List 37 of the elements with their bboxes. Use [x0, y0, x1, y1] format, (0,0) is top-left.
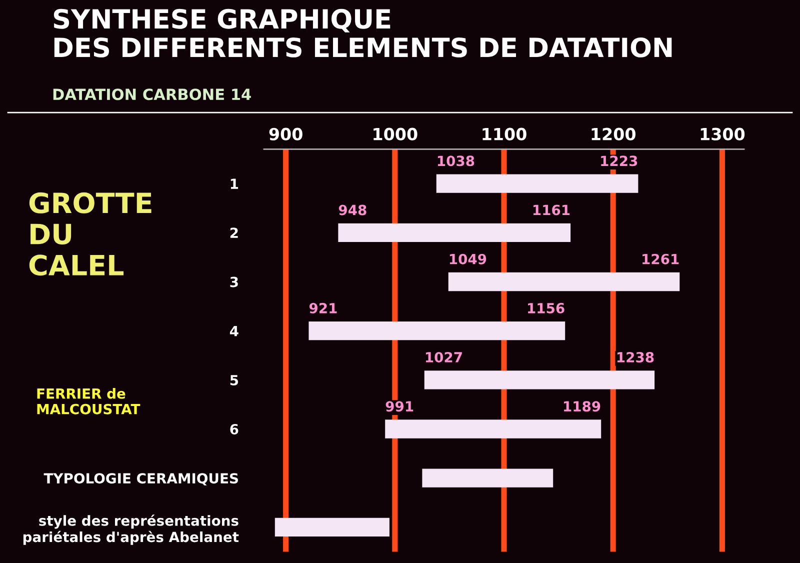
- annotation: 1156: [528, 302, 564, 314]
- annotation: 1027: [426, 352, 462, 363]
- bar: [436, 174, 638, 193]
- y-tick-label: 2: [230, 228, 238, 238]
- x-tick-label: 900: [269, 128, 302, 140]
- bar: [424, 370, 655, 390]
- y-tick-label: 5: [230, 375, 238, 386]
- annotation: 921: [309, 302, 337, 314]
- y-tick-label: 6: [230, 424, 238, 434]
- bar: [422, 468, 554, 488]
- bar: [448, 272, 680, 292]
- annotation: 1189: [564, 401, 600, 412]
- x-tick-label: 1300: [700, 128, 745, 140]
- annotation: 1261: [642, 254, 679, 264]
- text: GROTTE DU CALEL: [29, 192, 152, 276]
- text: FERRIER de MALCOUSTAT: [37, 388, 140, 414]
- x-tick-label: 1200: [592, 128, 636, 140]
- y-tick-label: TYPOLOGIE CERAMIQUES: [44, 473, 238, 486]
- annotation: 1161: [533, 204, 570, 216]
- bar: [338, 223, 571, 242]
- y-tick-label: 3: [230, 276, 238, 288]
- y-tick-label: style des représentations pariétales d'après Abelanet: [23, 514, 239, 545]
- annotation: 991: [386, 401, 414, 412]
- bar: [385, 420, 602, 438]
- bar: [274, 518, 390, 537]
- annotation: 1038: [438, 156, 474, 166]
- annotation: 1049: [450, 254, 486, 264]
- chart-subtitle: DATATION CARBONE 14: [53, 88, 251, 100]
- y-tick-label: 1: [230, 178, 238, 189]
- annotation: 948: [338, 204, 366, 216]
- chart-title: SYNTHESE GRAPHIQUE DES DIFFERENTS ELEMENTS DE DATATION: [54, 8, 672, 58]
- x-tick-label: 1100: [482, 128, 526, 140]
- bar: [308, 322, 566, 340]
- y-tick-label: 4: [230, 326, 238, 336]
- annotation: 1238: [617, 352, 654, 363]
- annotation: 1223: [601, 156, 638, 166]
- x-tick-label: 1000: [374, 128, 418, 140]
